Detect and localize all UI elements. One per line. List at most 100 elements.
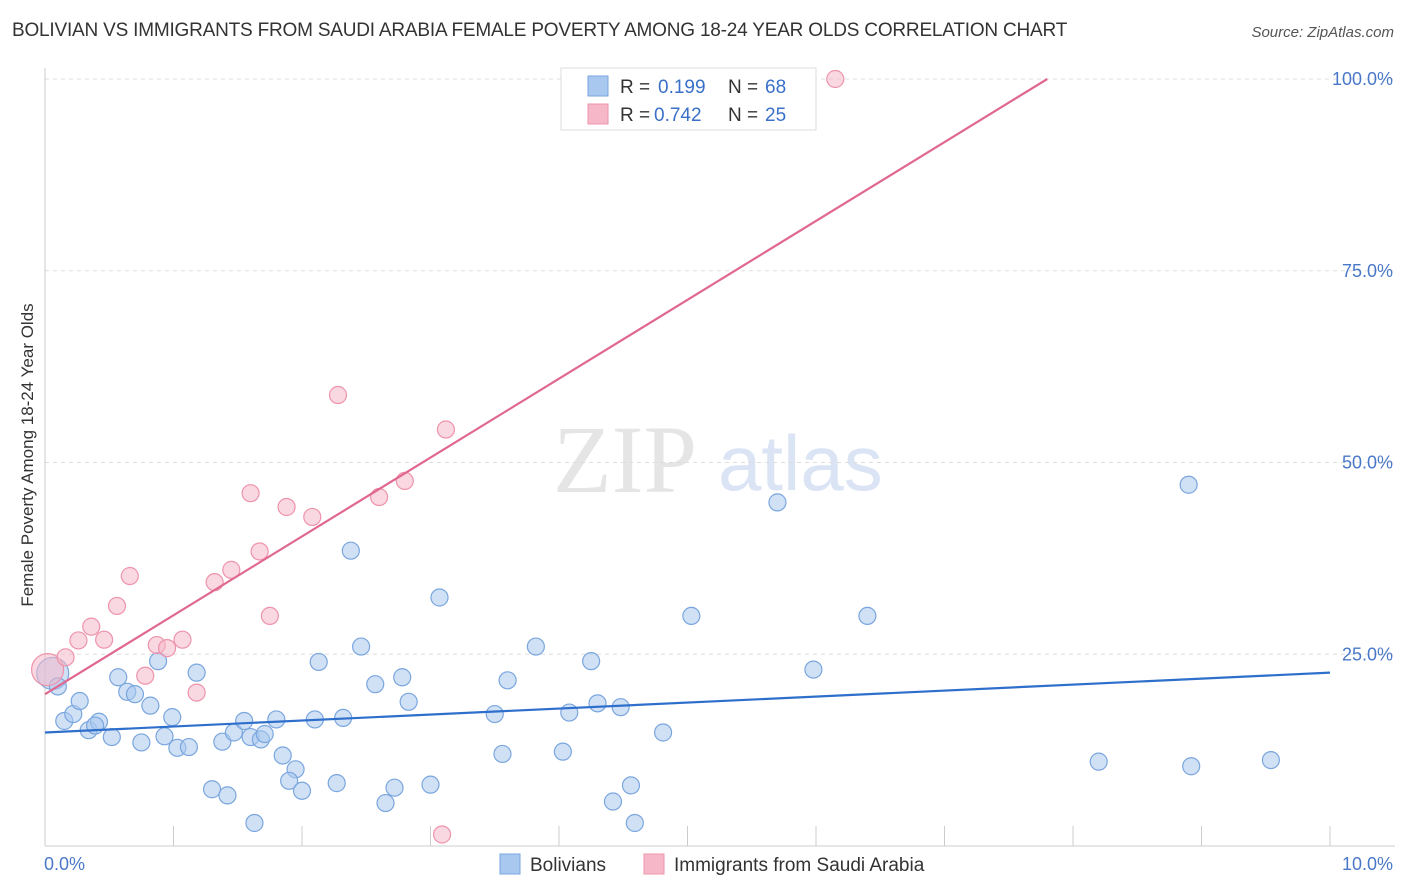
bolivians-point-19	[187, 663, 206, 682]
bolivians-point-11	[125, 685, 145, 704]
y-axis-title: Female Poverty Among 18-24 Year Olds	[18, 303, 37, 606]
legend-bolivians-swatch	[499, 853, 521, 875]
bolivians-point-7	[86, 716, 105, 735]
bolivians-point-38	[376, 793, 395, 813]
bolivians-point-66	[267, 710, 286, 729]
saudi-point-23	[436, 420, 456, 439]
y-tick-label-75: 75.0%	[1342, 261, 1393, 281]
saudi-point-5	[107, 596, 127, 616]
bolivians-point-37	[366, 675, 385, 694]
legend-saudi-swatch	[643, 853, 665, 875]
bolivians-point-30	[280, 771, 299, 790]
bolivians-point-53	[611, 698, 630, 717]
saudi-point-2	[69, 631, 88, 650]
x-tick-label-min: 0.0%	[44, 854, 85, 874]
bolivians-point-46	[498, 671, 517, 690]
stat-r-value-2: 0.742	[654, 105, 702, 126]
saudi-trend-line	[44, 78, 1048, 696]
bolivians-point-67	[245, 813, 264, 833]
bolivians-point-51	[588, 694, 607, 713]
bolivians-point-33	[309, 652, 328, 672]
bolivians-point-52	[603, 792, 623, 811]
bolivians-point-59	[804, 660, 823, 679]
bolivians-point-57	[682, 606, 701, 626]
bolivians-point-43	[430, 588, 449, 607]
stat-r-value-1: 0.199	[658, 77, 706, 98]
bolivians-point-28	[273, 746, 292, 765]
legend-swatch-pink	[587, 103, 609, 125]
bolivians-point-50	[582, 652, 601, 671]
bolivians-point-49	[560, 703, 579, 722]
bolivians-point-34	[327, 774, 346, 793]
bolivians-point-39	[385, 778, 404, 797]
bolivians-point-35	[341, 541, 360, 560]
saudi-point-19	[328, 385, 348, 405]
bolivians-point-40	[393, 668, 412, 687]
saudi-point-10	[173, 630, 192, 649]
saudi-point-17	[277, 497, 296, 517]
bolivians-point-16	[163, 708, 182, 727]
svg-text:R = 0.199 N =: R = 0.199 N = 68	[620, 77, 786, 98]
series-legend: Bolivians Immigrants from Saudi Arabia	[499, 853, 925, 876]
x-tick-label-max: 10.0%	[1342, 854, 1393, 874]
bolivians-point-64	[1261, 750, 1280, 770]
svg-text:R = 0.742 N =: R = 0.742 N = 25	[620, 105, 786, 126]
saudi-point-13	[222, 560, 241, 579]
legend-bolivians-label: Bolivians	[530, 855, 606, 876]
bolivians-point-63	[1182, 757, 1201, 776]
watermark: ZIP atlas	[553, 406, 883, 513]
bolivians-point-21	[218, 786, 237, 805]
saudi-point-12	[205, 573, 224, 592]
series-saudi-points	[30, 69, 845, 844]
legend-saudi-label: Immigrants from Saudi Arabia	[674, 855, 925, 876]
bolivians-point-48	[553, 742, 572, 761]
bolivians-point-9	[109, 668, 128, 687]
y-tick-label-50: 50.0%	[1342, 453, 1393, 473]
saudi-point-0	[30, 652, 65, 687]
bolivians-point-55	[625, 813, 644, 833]
saudi-point-15	[250, 542, 269, 561]
stat-n-label-2: N =	[728, 105, 763, 126]
bolivians-point-8	[102, 727, 121, 747]
saudi-point-1	[56, 648, 75, 667]
bolivians-trend-line	[44, 671, 1331, 734]
bolivians-point-27	[255, 724, 274, 744]
bolivians-point-12	[132, 733, 151, 752]
bolivians-point-31	[292, 781, 312, 800]
saudi-point-20	[370, 487, 389, 507]
saudi-point-24	[826, 69, 845, 89]
bolivians-point-56	[653, 723, 673, 742]
saudi-point-14	[241, 484, 260, 503]
saudi-point-6	[120, 566, 139, 586]
stat-r-label-2: R =	[620, 105, 655, 126]
bolivians-point-61	[1089, 752, 1108, 771]
bolivians-point-41	[399, 692, 418, 711]
y-tick-label-100: 100.0%	[1332, 69, 1393, 89]
stat-n-value-1: 68	[765, 77, 786, 98]
chart-title: BOLIVIAN VS IMMIGRANTS FROM SAUDI ARABIA…	[12, 20, 1068, 41]
gridlines	[45, 78, 1395, 655]
saudi-point-4	[95, 630, 114, 649]
axes	[44, 68, 1395, 847]
stat-r-label-1: R =	[620, 77, 655, 98]
bolivians-point-20	[202, 780, 222, 799]
stat-n-label-1: N =	[728, 77, 763, 98]
stat-n-value-2: 25	[765, 105, 786, 126]
source-credit: Source: ZipAtlas.com	[1251, 24, 1394, 41]
saudi-point-11	[187, 683, 206, 702]
bolivians-point-58	[768, 493, 787, 512]
bolivians-point-47	[526, 637, 545, 656]
bolivians-point-13	[141, 696, 160, 715]
saudi-point-16	[260, 606, 279, 626]
y-tick-label-25: 25.0%	[1342, 644, 1393, 664]
saudi-point-22	[432, 825, 452, 844]
bolivians-point-24	[235, 711, 254, 731]
saudi-point-7	[136, 666, 155, 685]
stats-legend: R = 0.199 N = 68 R = 0.742 N = 25	[560, 67, 817, 131]
bolivians-point-42	[421, 775, 440, 794]
bolivians-point-62	[1179, 475, 1198, 494]
saudi-point-3	[82, 617, 101, 636]
saudi-point-9	[157, 639, 177, 658]
trend-lines	[44, 78, 1331, 734]
